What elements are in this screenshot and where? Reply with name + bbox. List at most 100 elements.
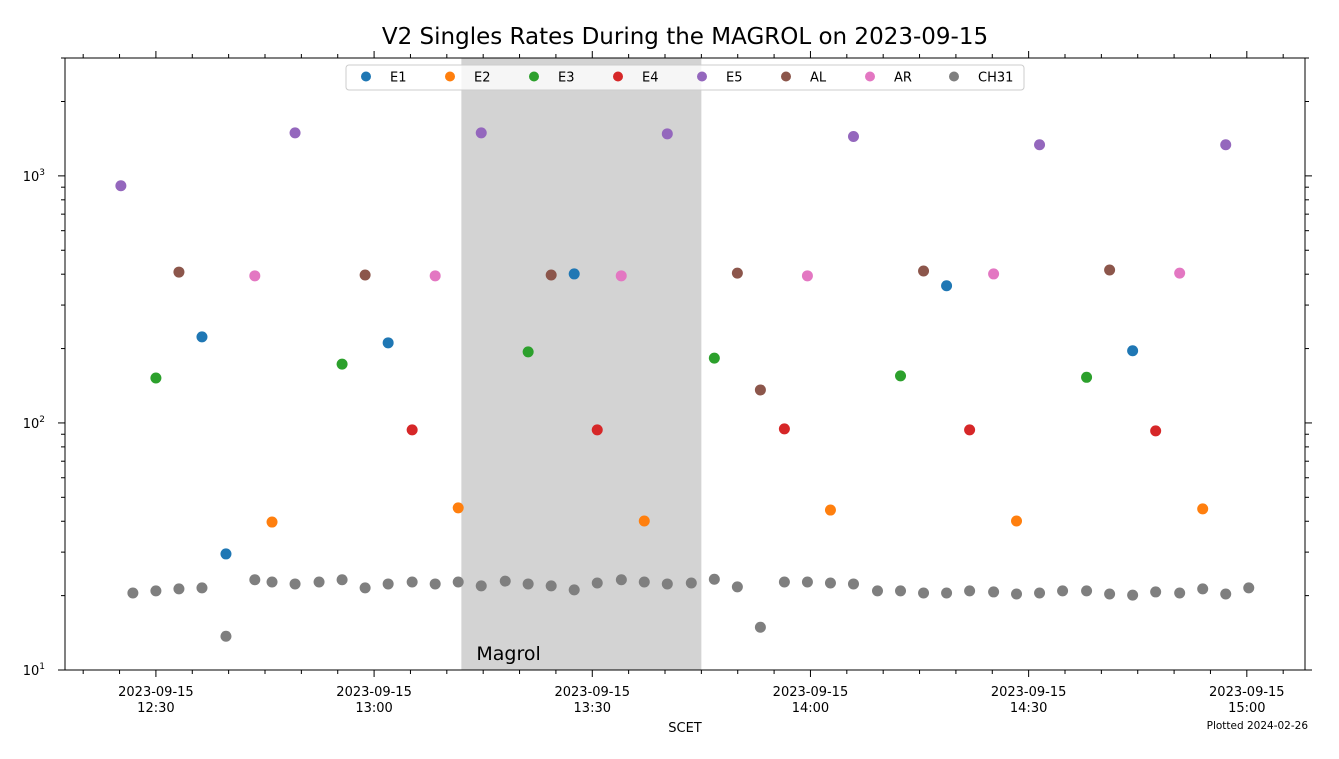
data-point-ch31 [731,581,743,593]
data-point-al [731,267,743,279]
x-axis-label: SCET [668,721,702,736]
data-point-ch31 [685,577,697,589]
legend-marker [697,71,707,82]
data-point-e5 [1220,139,1232,151]
legend-label: E1 [390,71,407,86]
data-point-ar [988,268,1000,280]
data-point-ch31 [941,587,953,599]
data-point-ch31 [615,574,627,586]
series-e3 [150,346,1093,384]
x-tick-label-time: 15:00 [1228,701,1265,716]
plotted-date-note: Plotted 2024-02-26 [1207,720,1309,732]
x-tick-label-time: 14:00 [792,701,829,716]
data-point-ch31 [173,583,185,595]
data-point-e2 [638,515,650,527]
data-point-ch31 [220,630,232,642]
data-point-e2 [452,502,464,514]
data-point-ch31 [1150,586,1162,598]
data-point-e3 [895,370,907,382]
data-point-ch31 [1220,588,1232,600]
data-point-ch31 [661,578,673,590]
x-tick-label-date: 2023-09-15 [118,685,194,700]
data-point-ch31 [568,584,580,596]
data-point-ch31 [452,576,464,588]
data-point-al [359,269,371,281]
series-al [173,264,1116,396]
chart-title: V2 Singles Rates During the MAGROL on 20… [382,24,988,50]
legend-item-al: AL [781,71,827,86]
legend-label: CH31 [978,71,1013,86]
data-point-ch31 [638,576,650,588]
data-point-ch31 [1127,589,1139,601]
data-point-ch31 [336,574,348,586]
data-point-al [754,384,766,396]
series-e2 [266,502,1209,528]
data-point-ch31 [964,585,976,597]
series-e5 [115,127,1232,192]
x-axis-ticks: 2023-09-1512:302023-09-1513:002023-09-15… [82,51,1285,716]
span-label: Magrol [476,643,540,665]
x-tick-label-time: 13:30 [574,701,611,716]
data-point-ch31 [313,576,325,588]
data-point-ch31 [289,578,301,590]
legend-item-ch31: CH31 [949,71,1013,86]
legend-label: E4 [642,71,659,86]
data-point-ar [1174,267,1186,279]
legend-marker [949,71,959,82]
data-point-e4 [778,423,790,435]
data-point-ch31 [522,578,534,590]
x-tick-label-date: 2023-09-15 [336,685,412,700]
data-point-ch31 [127,587,139,599]
legend-label: E2 [474,71,491,86]
data-point-ch31 [475,580,487,592]
data-point-e5 [1034,139,1046,151]
data-point-e2 [1197,503,1209,515]
data-point-ch31 [801,576,813,588]
data-point-ch31 [266,576,278,588]
data-point-ch31 [359,582,371,594]
data-point-ch31 [1174,587,1186,599]
legend: E1 E2 E3 E4 E5 AL AR CH31 [345,64,1025,91]
data-point-ch31 [545,580,557,592]
data-point-e1 [941,280,953,292]
x-tick-label-date: 2023-09-15 [991,685,1067,700]
y-tick-label: 101 [23,662,45,679]
data-point-ch31 [1011,588,1023,600]
legend-marker [781,71,791,82]
data-point-ch31 [847,578,859,590]
data-point-e4 [1150,425,1162,437]
data-point-al [173,266,185,278]
data-point-ch31 [249,574,261,586]
data-point-e2 [266,516,278,528]
data-point-ch31 [196,582,208,594]
data-point-ch31 [754,621,766,633]
data-point-e5 [661,128,673,140]
data-point-e1 [220,548,232,560]
data-point-ch31 [429,578,441,590]
data-point-ch31 [1034,587,1046,599]
data-point-ch31 [824,577,836,589]
data-point-ch31 [708,573,720,585]
data-point-ch31 [918,587,930,599]
x-tick-label-time: 13:00 [355,701,392,716]
data-point-ch31 [988,586,1000,598]
plot-frame [64,57,1306,671]
y-tick-label: 102 [23,415,45,432]
data-point-e3 [1081,371,1093,383]
data-point-al [918,265,930,277]
data-point-ar [249,270,261,282]
data-point-ch31 [1197,583,1209,595]
data-point-e1 [568,268,580,280]
y-tick-label: 103 [23,168,45,185]
data-point-ch31 [871,585,883,597]
data-point-e3 [522,346,534,358]
data-point-al [1104,264,1116,276]
x-tick-label-time: 14:30 [1010,701,1047,716]
data-point-al [545,269,557,281]
data-point-e2 [824,504,836,516]
data-point-ch31 [591,577,603,589]
data-point-ch31 [778,576,790,588]
data-point-ar [801,270,813,282]
legend-label: E5 [726,71,743,86]
